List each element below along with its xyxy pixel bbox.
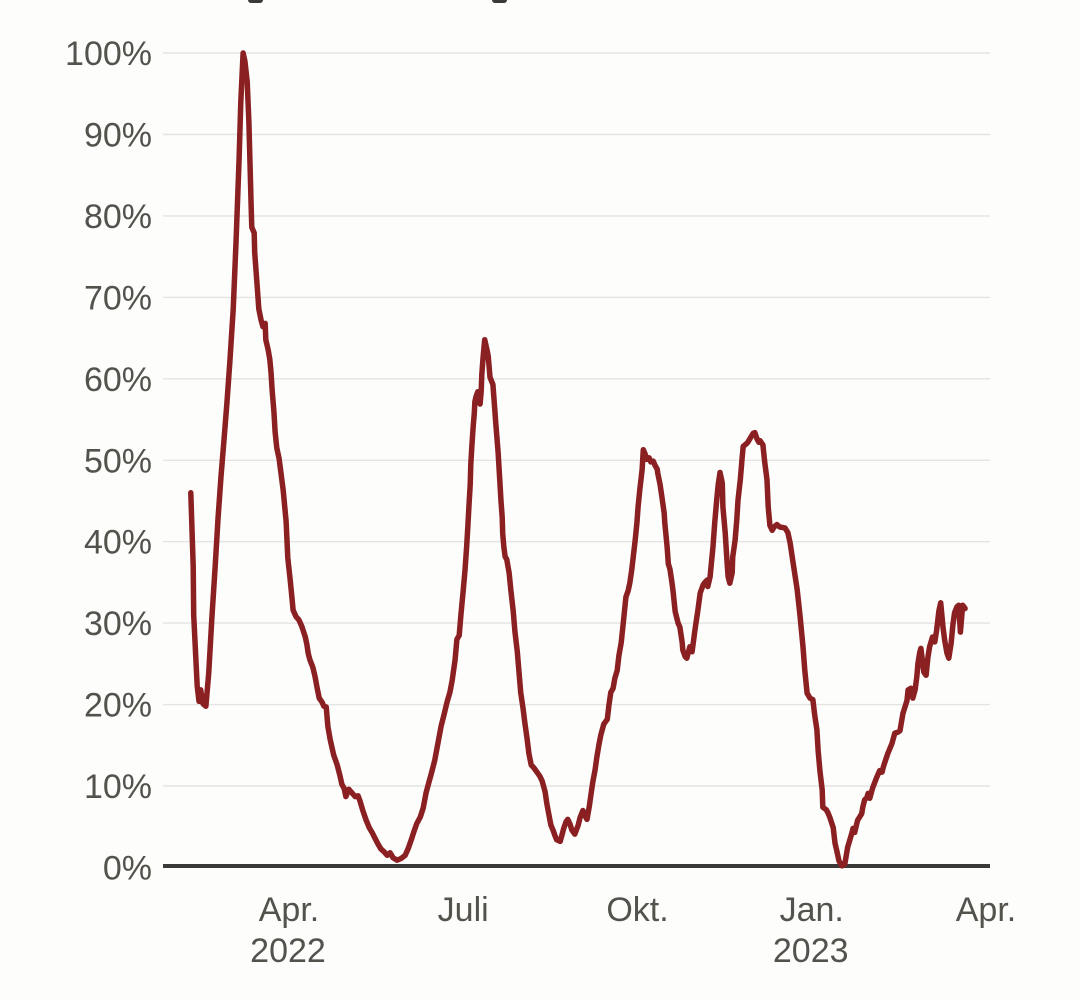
y-tick-label-80: 80%: [84, 198, 152, 236]
x-tick-label-Apr: Apr.: [956, 891, 1016, 929]
x-tick-label-Jan: Jan.: [780, 891, 844, 929]
y-tick-label-90: 90%: [84, 117, 152, 155]
cropped-title-fragment-right: [492, 0, 507, 3]
y-tick-label-20: 20%: [84, 687, 152, 725]
x-tick-sublabel-2022: 2022: [250, 932, 326, 970]
x-tick-label-Okt: Okt.: [606, 891, 668, 929]
x-tick-label-Apr: Apr.: [259, 891, 319, 929]
data-line-anteil-prozent: [188, 50, 968, 869]
cropped-title-fragment-left: [248, 0, 263, 3]
y-tick-label-0: 0%: [103, 850, 152, 888]
y-tick-label-100: 100%: [65, 35, 152, 73]
x-tick-sublabel-2023: 2023: [773, 932, 849, 970]
y-tick-label-30: 30%: [84, 605, 152, 643]
y-tick-label-60: 60%: [84, 361, 152, 399]
x-tick-label-Juli: Juli: [438, 891, 489, 929]
y-tick-label-40: 40%: [84, 524, 152, 562]
y-tick-label-10: 10%: [84, 768, 152, 806]
y-tick-label-70: 70%: [84, 279, 152, 317]
y-tick-label-50: 50%: [84, 442, 152, 480]
